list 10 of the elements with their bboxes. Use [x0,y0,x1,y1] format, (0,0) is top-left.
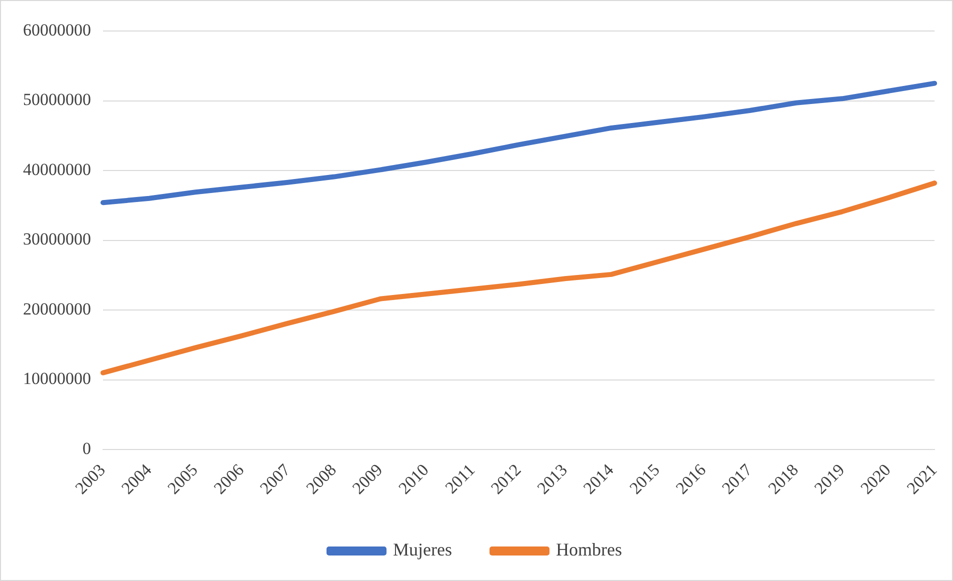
y-tick-label: 20000000 [23,299,91,318]
y-tick-label: 40000000 [23,160,91,179]
y-tick-label: 10000000 [23,369,91,388]
legend-label: Hombres [556,540,622,560]
y-tick-label: 30000000 [23,230,91,249]
legend-label: Mujeres [393,540,452,560]
y-tick-label: 0 [82,439,91,458]
x-tick-label: 2011 [442,460,479,498]
y-tick-label: 50000000 [23,90,91,110]
y-tick-label: 60000000 [23,20,91,40]
